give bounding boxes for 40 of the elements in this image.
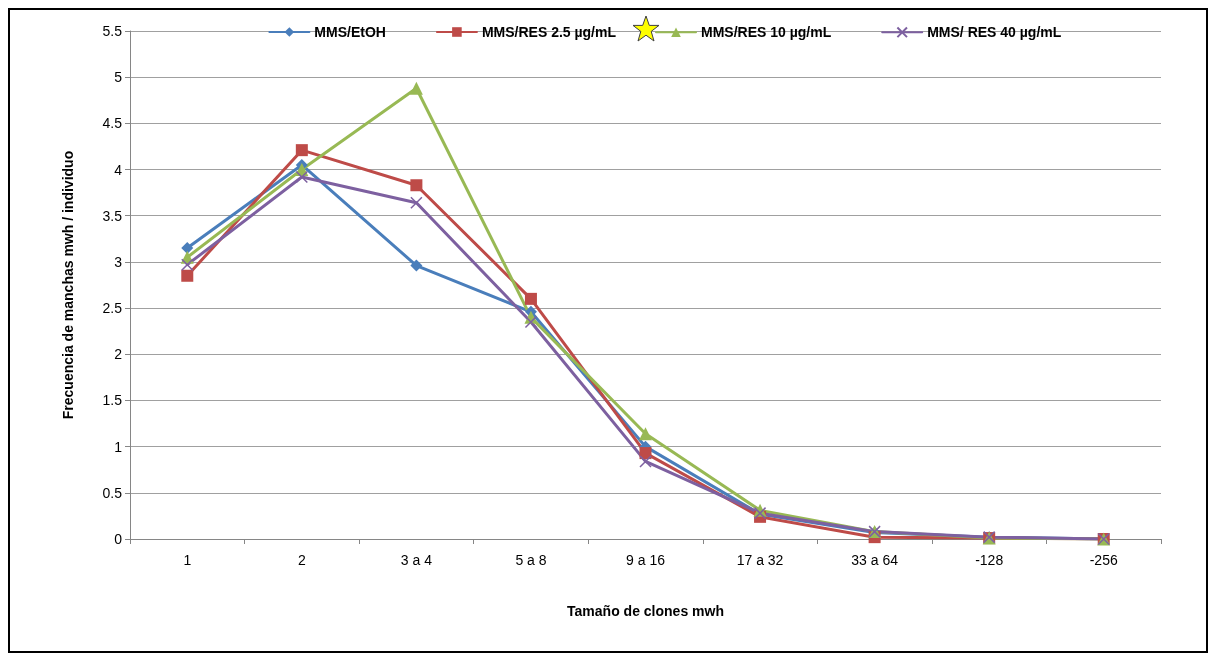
x-tick-label: 5 a 8 <box>515 552 547 568</box>
y-tick-label: 5.5 <box>102 23 123 39</box>
x-tick-label: -128 <box>975 552 1004 568</box>
point <box>181 258 194 271</box>
x-tick-label: -256 <box>1089 552 1118 568</box>
y-tick-label: 1.5 <box>102 392 123 409</box>
y-tick-label: 2 <box>114 346 123 363</box>
point <box>639 455 652 468</box>
point <box>295 144 308 157</box>
x-tick-label: 9 a 16 <box>626 552 666 568</box>
x-axis-title: Tamaño de clones mwh <box>567 603 724 619</box>
point <box>410 179 423 192</box>
point <box>410 259 423 272</box>
point <box>524 315 538 329</box>
x-tick-label: 2 <box>297 552 306 568</box>
point <box>410 196 423 210</box>
y-tick-label: 0 <box>114 531 123 547</box>
point <box>639 447 652 460</box>
y-tick-label: 4.5 <box>102 115 123 132</box>
x-tick-label: 3 a 4 <box>400 552 433 568</box>
y-tick-label: 0.5 <box>102 484 123 501</box>
point <box>639 427 652 441</box>
x-tick-label: 17 a 32 <box>736 552 784 568</box>
point <box>181 269 194 282</box>
y-tick-label: 1 <box>114 438 123 455</box>
legend-label: MMS/RES 2.5 µg/mL <box>481 24 617 40</box>
point <box>295 170 309 184</box>
y-tick-label: 4 <box>114 161 123 178</box>
point <box>409 81 423 95</box>
y-tick-label: 5 <box>114 69 123 86</box>
legend-label: MMS/RES 10 µg/mL <box>701 24 832 41</box>
x-tick-label: 33 a 64 <box>851 552 899 568</box>
legend-label: MMS/ RES 40 µg/mL <box>927 24 1062 41</box>
x-tick-label: 1 <box>183 552 192 568</box>
legend-label: MMS/EtOH <box>314 24 386 40</box>
y-axis-title: Frecuencia de manchas mwh / individuo <box>60 150 76 420</box>
y-tick-label: 3 <box>114 253 123 270</box>
y-tick-label: 2.5 <box>102 300 123 317</box>
point <box>524 292 537 305</box>
y-tick-label: 3.5 <box>102 207 123 224</box>
